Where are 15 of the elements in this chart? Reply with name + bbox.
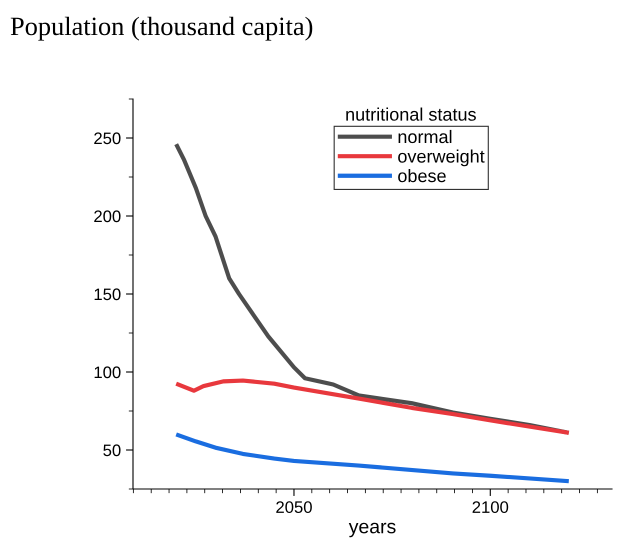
line-series [174,378,571,435]
legend-title: nutritional status [346,108,476,121]
legend-label: obese [398,168,446,182]
x-tick-label: 2100 [472,501,508,514]
y-tick-label: 200 [94,210,121,222]
x-tick-label: 2050 [276,501,312,514]
line-series [174,432,571,484]
legend-label: overweight [398,149,485,166]
y-tick-label: 50 [103,444,121,456]
y-tick-label: 100 [94,366,121,378]
legend-label: normal [398,130,452,144]
x-axis-title: years [348,522,396,538]
y-tick-label: 150 [94,288,121,300]
chart-title: Population (thousand capita) [10,16,312,41]
y-tick-label: 250 [94,132,121,144]
